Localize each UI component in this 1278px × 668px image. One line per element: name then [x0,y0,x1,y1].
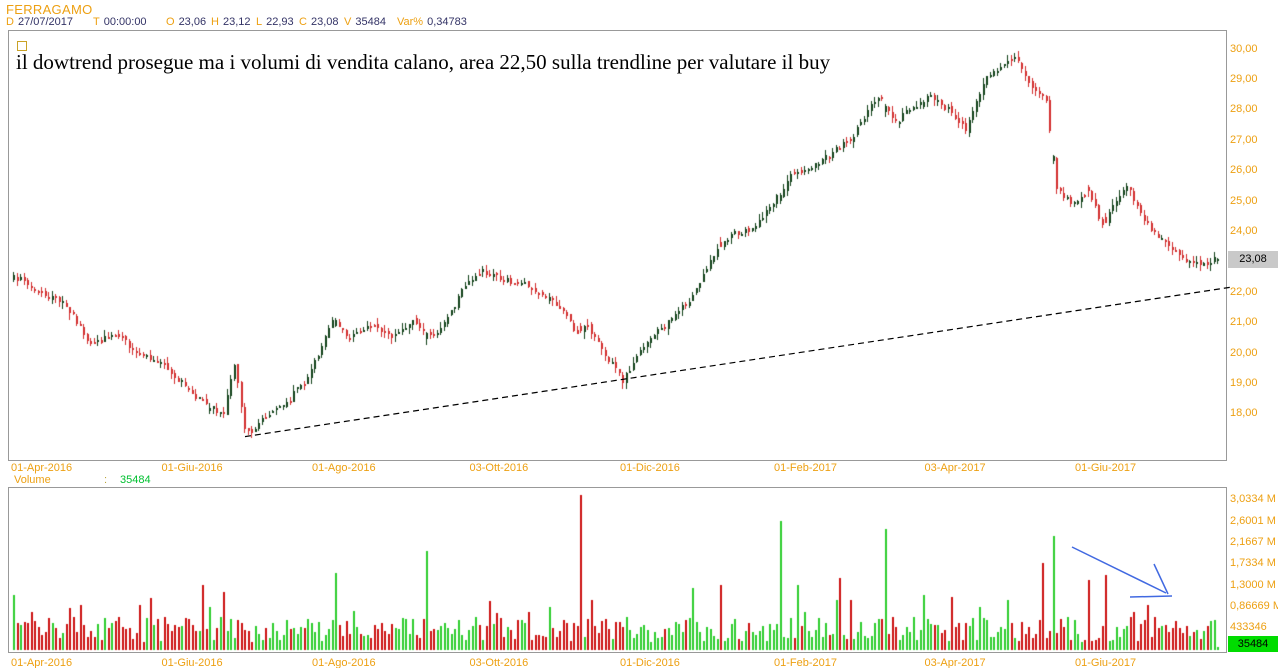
date-tick: 01-Feb-2017 [774,657,837,668]
date-tick: 03-Ott-2016 [469,462,529,474]
date-tick: 01-Feb-2017 [774,462,837,474]
volume-tick: 2,1667 M [1230,536,1276,548]
volume-tick: 1,3000 M [1230,578,1276,591]
arrow-segment [1129,595,1173,598]
price-tick: 25,00 [1230,194,1258,207]
trendline[interactable] [244,286,1233,438]
volume-tick: 3,0334 M [1230,493,1276,506]
price-tick: 27,00 [1230,133,1258,146]
price-tick: 22,00 [1230,285,1258,298]
price-tick: 30,00 [1230,42,1258,55]
price-tick: 24,00 [1230,224,1258,237]
date-tick: 01-Apr-2016 [11,462,73,474]
volume-tick: 433346 [1230,621,1267,634]
price-tick: 21,00 [1230,316,1258,329]
arrow-segment [1071,546,1167,594]
date-tick: 03-Apr-2017 [924,462,986,474]
last-volume-badge: 35484 [1228,636,1278,652]
volume-tick: 2,6001 M [1230,514,1276,527]
date-tick: 01-Giu-2017 [1075,462,1137,474]
arrow-segment [1153,563,1169,595]
date-tick: 03-Ott-2016 [469,657,529,668]
volume-legend-label: Volume [14,474,51,486]
date-tick: 01-Ago-2016 [312,462,376,474]
annotation-drag-handle[interactable] [17,41,27,51]
price-tick: 26,00 [1230,164,1258,177]
date-tick: 01-Dic-2016 [620,462,680,474]
price-tick: 18,00 [1230,407,1258,420]
date-tick: 03-Apr-2017 [924,657,986,668]
volume-legend-value: 35484 [120,474,151,486]
date-tick: 01-Giu-2016 [161,462,223,474]
date-tick: 01-Ago-2016 [312,657,376,668]
date-tick: 01-Giu-2016 [161,657,223,668]
price-tick: 29,00 [1230,72,1258,85]
last-price-badge: 23,08 [1228,250,1278,268]
down-arrow-annotation[interactable] [1071,546,1173,598]
volume-tick: 0,86669 M [1230,599,1278,612]
date-tick: 01-Giu-2017 [1075,657,1137,668]
date-tick: 01-Apr-2016 [11,657,73,668]
price-tick: 19,00 [1230,376,1258,389]
date-tick: 01-Dic-2016 [620,657,680,668]
volume-legend-separator: : [104,474,108,486]
annotation-text[interactable]: il dowtrend prosegue ma i volumi di vend… [16,50,831,74]
price-tick: 20,00 [1230,346,1258,359]
price-tick: 28,00 [1230,103,1258,116]
volume-tick: 1,7334 M [1230,557,1276,570]
